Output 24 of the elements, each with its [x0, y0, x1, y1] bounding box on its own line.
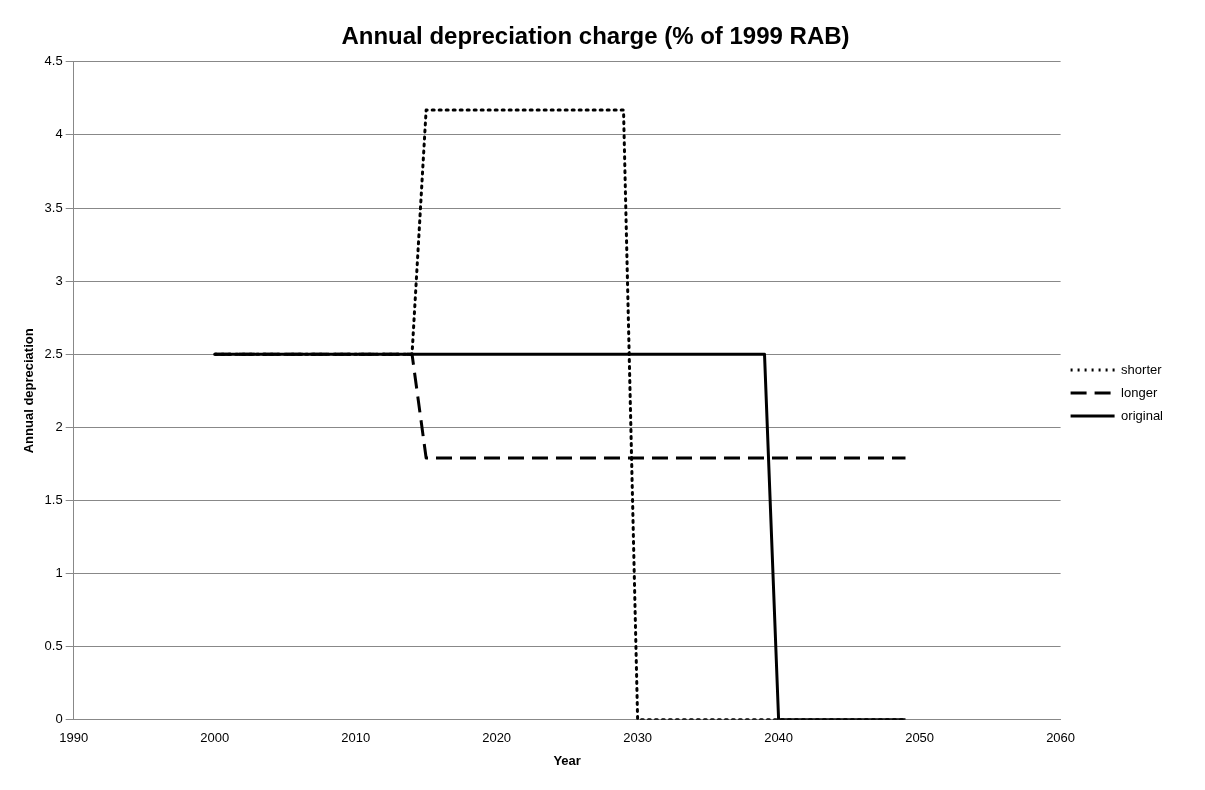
x-tick-label: 2060 — [1046, 730, 1076, 746]
x-tick-label: 2000 — [200, 730, 230, 746]
y-tick-label: 3 — [55, 272, 63, 288]
legend-label: original — [1121, 407, 1164, 423]
y-axis-title: Annual depreciation — [21, 328, 37, 454]
legend-label: shorter — [1121, 361, 1163, 377]
x-tick-label: 1990 — [59, 730, 89, 746]
y-tick-label: 2.5 — [44, 345, 63, 361]
x-tick-label: 2040 — [764, 730, 794, 746]
legend-label: longer — [1121, 384, 1158, 400]
x-tick-label: 2030 — [623, 730, 653, 746]
x-tick-label: 2010 — [341, 730, 371, 746]
chart-title: Annual depreciation charge (% of 1999 RAB) — [341, 22, 850, 50]
x-tick-label: 2050 — [905, 730, 935, 746]
y-tick-label: 3.5 — [44, 199, 63, 215]
y-tick-label: 4 — [55, 126, 63, 142]
x-tick-label: 2020 — [482, 730, 512, 746]
y-tick-label: 1 — [55, 565, 63, 581]
y-tick-label: 0 — [55, 711, 63, 727]
y-tick-label: 4.5 — [44, 53, 63, 69]
y-tick-label: 0.5 — [44, 638, 63, 654]
y-tick-label: 2 — [55, 418, 63, 434]
x-axis-title: Year — [553, 752, 581, 768]
y-tick-label: 1.5 — [44, 492, 63, 508]
